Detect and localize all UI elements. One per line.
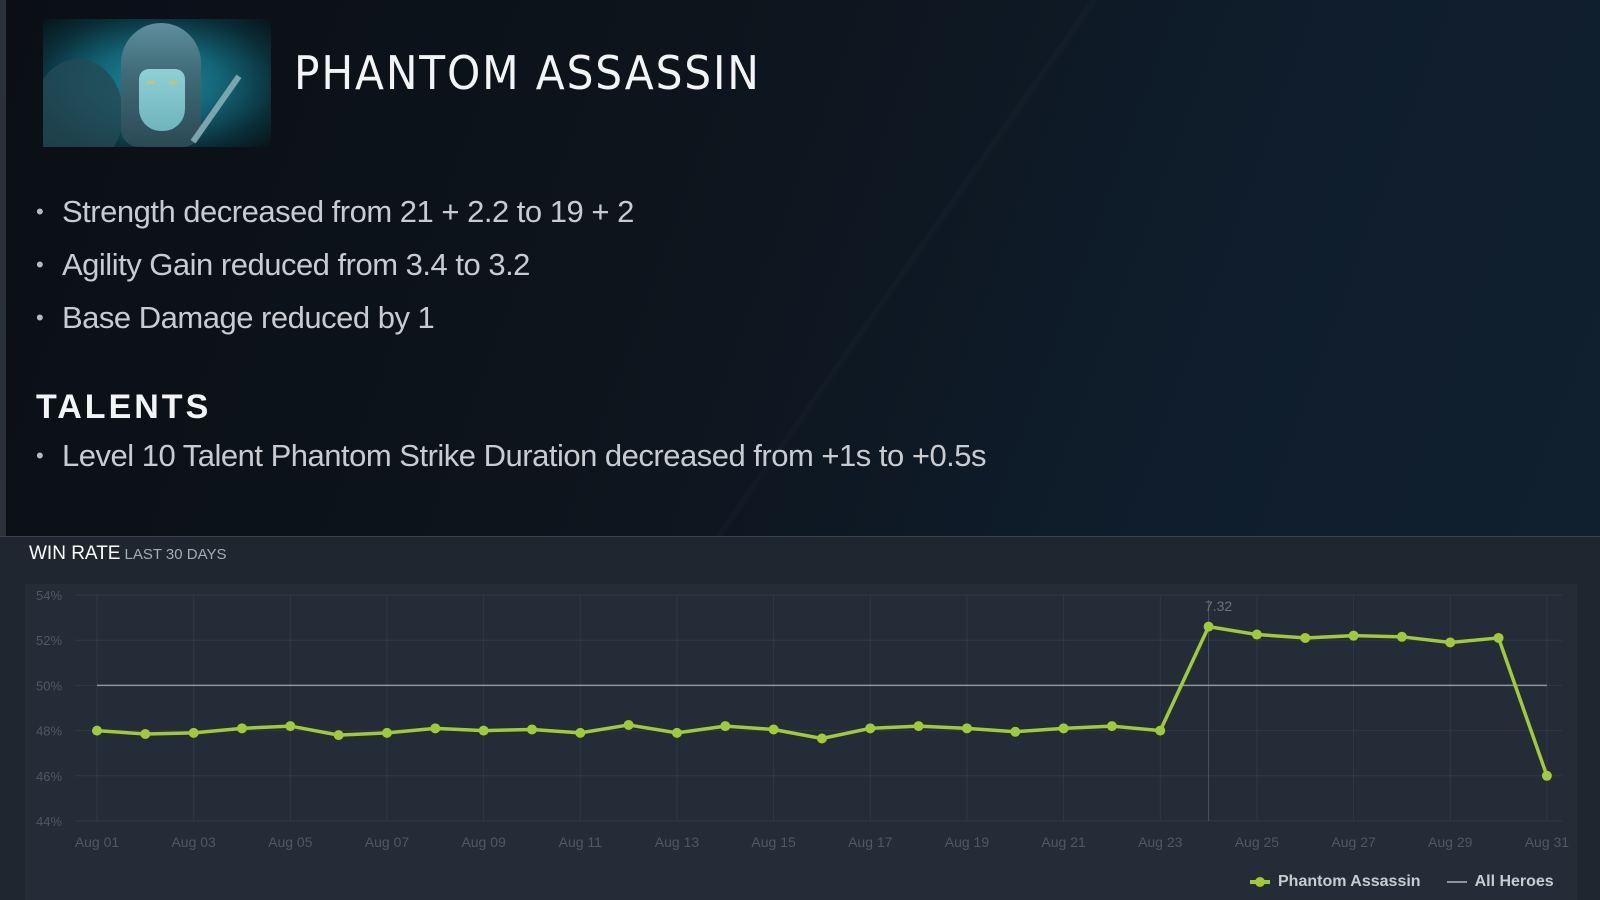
x-axis-label: Aug 05 (268, 834, 313, 850)
data-point[interactable] (1251, 629, 1262, 640)
data-point[interactable] (720, 721, 731, 732)
x-axis-label: Aug 03 (171, 834, 216, 850)
legend-item-all-heroes[interactable]: All Heroes (1446, 873, 1554, 891)
y-axis-label: 44% (36, 814, 62, 829)
line-icon (1446, 881, 1467, 883)
patch-marker-label: 7.32 (1205, 598, 1232, 614)
data-point[interactable] (478, 725, 489, 736)
y-axis-label: 52% (36, 633, 62, 648)
data-point[interactable] (816, 733, 827, 744)
y-axis-label: 46% (36, 769, 62, 784)
data-point[interactable] (430, 723, 441, 734)
list-item: Base Damage reduced by 1 (36, 296, 634, 349)
legend-item-phantom-assassin[interactable]: Phantom Assassin (1250, 873, 1421, 891)
x-axis-label: Aug 21 (1041, 834, 1086, 850)
data-point[interactable] (575, 727, 586, 738)
data-point[interactable] (236, 723, 247, 734)
data-point[interactable] (333, 730, 344, 741)
data-point[interactable] (1106, 721, 1117, 732)
winrate-title-text: WIN RATE (29, 543, 121, 564)
x-axis-label: Aug 13 (655, 834, 700, 850)
data-point[interactable] (1445, 637, 1456, 648)
hero-portrait-icon (43, 19, 271, 147)
data-point[interactable] (1396, 631, 1407, 642)
data-point[interactable] (526, 724, 537, 735)
y-axis-label: 48% (36, 724, 62, 739)
stat-changes-list: Strength decreased from 21 + 2.2 to 19 +… (36, 190, 634, 349)
talents-list: Level 10 Talent Phantom Strike Duration … (36, 434, 987, 487)
x-axis-label: Aug 11 (559, 834, 603, 850)
legend-label: All Heroes (1474, 873, 1554, 890)
data-point[interactable] (188, 727, 199, 738)
winrate-subtitle: LAST 30 DAYS (124, 546, 227, 563)
x-axis-label: Aug 17 (848, 834, 893, 850)
line-marker-icon (1250, 877, 1270, 887)
data-point[interactable] (768, 724, 779, 735)
data-point[interactable] (865, 723, 876, 734)
data-point[interactable] (1203, 621, 1214, 632)
data-point[interactable] (913, 721, 924, 732)
data-point[interactable] (1493, 632, 1504, 643)
x-axis-label: Aug 23 (1138, 834, 1183, 850)
data-point[interactable] (623, 719, 634, 730)
y-axis-label: 54% (36, 588, 62, 603)
x-axis-label: Aug 09 (461, 834, 506, 850)
talents-heading: TALENTS (36, 388, 212, 426)
x-axis-label: Aug 29 (1428, 834, 1473, 850)
data-point[interactable] (961, 723, 972, 734)
phantom-assassin-line (96, 624, 1549, 777)
x-axis-label: Aug 31 (1525, 834, 1570, 850)
winrate-title: WIN RATE LAST 30 DAYS (29, 543, 226, 565)
x-axis-label: Aug 25 (1235, 834, 1280, 850)
data-point[interactable] (381, 727, 392, 738)
data-point[interactable] (1348, 630, 1359, 641)
hero-name: PHANTOM ASSASSIN (294, 46, 761, 100)
data-point[interactable] (1300, 632, 1311, 643)
data-point[interactable] (671, 727, 682, 738)
data-point[interactable] (140, 728, 151, 739)
list-item: Agility Gain reduced from 3.4 to 3.2 (36, 243, 634, 296)
chart-legend: Phantom Assassin All Heroes (1250, 873, 1554, 891)
data-point[interactable] (285, 721, 296, 732)
x-axis-label: Aug 07 (365, 834, 410, 850)
data-point[interactable] (1010, 726, 1021, 737)
data-point[interactable] (1155, 725, 1166, 736)
data-point[interactable] (1541, 770, 1552, 781)
x-axis-label: Aug 27 (1331, 834, 1376, 850)
x-axis-label: Aug 15 (751, 834, 796, 850)
x-axis-label: Aug 19 (945, 834, 990, 850)
legend-label: Phantom Assassin (1278, 873, 1421, 890)
data-point[interactable] (1058, 723, 1069, 734)
y-axis-label: 50% (36, 678, 62, 693)
data-point[interactable] (92, 725, 102, 736)
list-item: Strength decreased from 21 + 2.2 to 19 +… (36, 190, 634, 243)
x-axis-label: Aug 01 (75, 834, 120, 850)
list-item: Level 10 Talent Phantom Strike Duration … (36, 434, 987, 487)
